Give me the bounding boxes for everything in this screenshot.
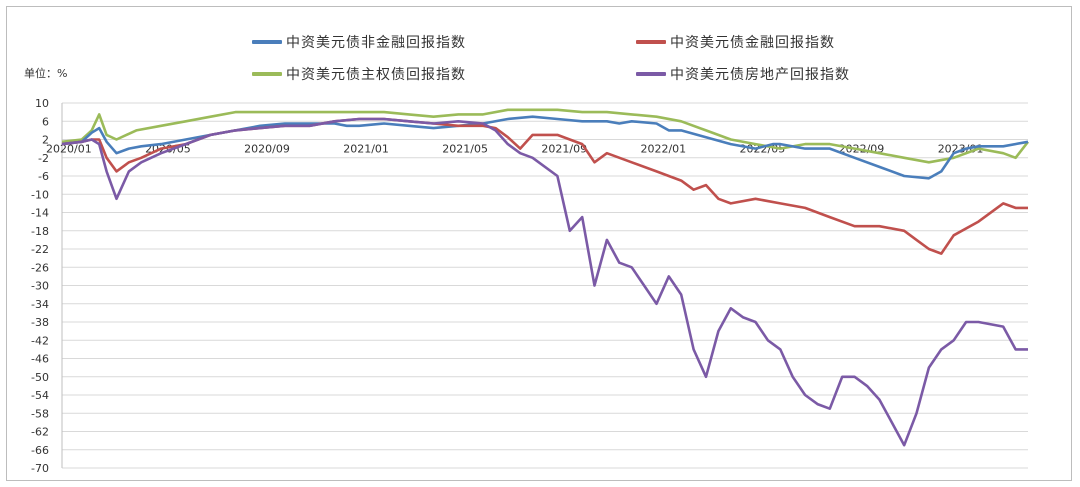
- chart-frame: [6, 6, 1072, 481]
- x-tick-label: 2020/09: [244, 143, 290, 156]
- y-tick-label: -14: [31, 207, 49, 220]
- y-tick-label: -22: [31, 243, 49, 256]
- legend-item-nonfinancial: 中资美元债非金融回报指数: [252, 32, 466, 52]
- series-line-realestate: [61, 117, 1028, 447]
- series-line-financial: [61, 117, 1028, 255]
- y-tick-label: -18: [31, 225, 49, 238]
- y-tick-label: -54: [31, 389, 49, 402]
- y-tick-label: -66: [31, 444, 49, 457]
- y-tick-label: 2: [42, 134, 49, 147]
- legend-swatch: [636, 40, 666, 44]
- y-tick-label: -30: [31, 280, 49, 293]
- y-tick-label: -46: [31, 353, 49, 366]
- series-line-sovereign: [61, 108, 1030, 164]
- series-line-nonfinancial: [61, 115, 1029, 180]
- legend-label: 中资美元债房地产回报指数: [670, 67, 850, 83]
- y-tick-label: -10: [31, 188, 49, 201]
- legend-label: 中资美元债非金融回报指数: [286, 35, 466, 51]
- y-tick-label: -42: [31, 334, 49, 347]
- legend-swatch: [636, 72, 666, 76]
- y-tick-label: -38: [31, 316, 49, 329]
- y-tick-label: -58: [31, 407, 49, 420]
- legend-label: 中资美元债主权债回报指数: [286, 67, 466, 83]
- y-tick-label: -2: [38, 152, 49, 165]
- y-tick-label: -6: [38, 170, 49, 183]
- x-tick-label: 2022/01: [640, 143, 686, 156]
- legend-swatch: [252, 72, 282, 76]
- x-tick-label: 2021/09: [541, 143, 587, 156]
- y-tick-label: 10: [35, 97, 49, 110]
- y-tick-label: -34: [31, 298, 49, 311]
- legend-item-sovereign: 中资美元债主权债回报指数: [252, 64, 466, 84]
- y-tick-label: -26: [31, 261, 49, 274]
- y-tick-label: -50: [31, 371, 49, 384]
- legend-swatch: [252, 40, 282, 44]
- x-tick-label: 2020/01: [46, 143, 92, 156]
- legend-label: 中资美元债金融回报指数: [670, 35, 835, 51]
- x-tick-label: 2022/05: [740, 143, 786, 156]
- legend-item-realestate: 中资美元债房地产回报指数: [636, 64, 850, 84]
- unit-label: 单位：%: [24, 67, 68, 80]
- y-tick-label: -62: [31, 426, 49, 439]
- x-tick-label: 2021/01: [343, 143, 389, 156]
- legend-item-financial: 中资美元债金融回报指数: [636, 32, 835, 52]
- y-tick-label: 6: [42, 115, 49, 128]
- x-tick-label: 2021/05: [442, 143, 488, 156]
- y-tick-label: -70: [31, 462, 49, 475]
